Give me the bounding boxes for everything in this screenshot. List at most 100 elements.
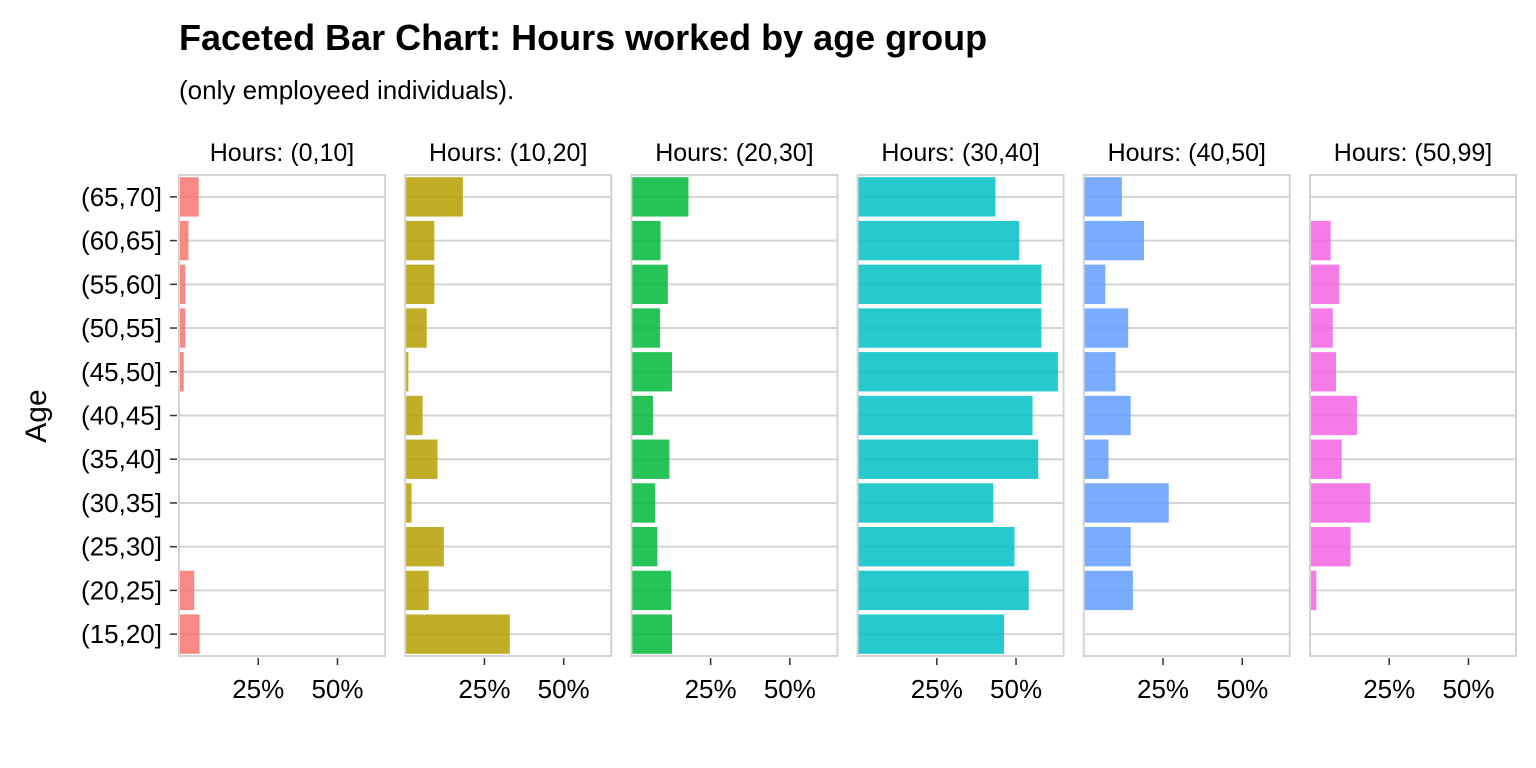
bar xyxy=(1083,264,1106,304)
x-tick-label: 25% xyxy=(1137,674,1189,704)
bar xyxy=(1310,395,1357,436)
x-tick-label: 50% xyxy=(538,674,590,704)
panel-border xyxy=(630,174,839,657)
bar xyxy=(405,352,409,392)
bar xyxy=(1083,308,1129,348)
bar xyxy=(631,439,670,479)
bar xyxy=(405,395,423,436)
bar xyxy=(179,177,199,217)
bar xyxy=(1083,395,1131,436)
y-tick-label: (55,60] xyxy=(81,269,162,299)
bar xyxy=(179,264,186,304)
bar xyxy=(405,308,427,348)
y-tick-label: (50,55] xyxy=(81,313,162,343)
y-tick-label: (35,40] xyxy=(81,444,162,474)
bar xyxy=(1083,483,1169,523)
y-tick-label: (20,25] xyxy=(81,575,162,605)
bar xyxy=(631,614,672,654)
bar xyxy=(631,483,656,523)
bar xyxy=(857,264,1042,304)
x-tick-label: 25% xyxy=(1363,674,1415,704)
facet-strip-label: Hours: (20,30] xyxy=(655,139,813,167)
facet-panel: Hours: (0,10] 25% 50% xyxy=(178,139,386,704)
facet-strip-label: Hours: (10,20] xyxy=(429,139,587,167)
bar xyxy=(631,308,660,348)
panel-border xyxy=(1309,174,1517,657)
bar xyxy=(1310,527,1351,567)
y-axis-label: Age xyxy=(20,389,53,442)
bar xyxy=(405,264,435,304)
bar xyxy=(405,570,429,611)
bar xyxy=(857,352,1058,392)
x-tick-label: 50% xyxy=(311,674,363,704)
bar xyxy=(857,220,1020,261)
bar xyxy=(1310,352,1336,392)
bar xyxy=(857,439,1039,479)
x-tick-label: 50% xyxy=(1216,674,1268,704)
bar xyxy=(631,527,658,567)
bar xyxy=(1083,220,1145,261)
bar xyxy=(631,570,672,611)
facet-strip-label: Hours: (30,40] xyxy=(881,139,1039,167)
y-tick-label: (15,20] xyxy=(81,619,162,649)
y-tick-label: (65,70] xyxy=(81,182,162,212)
bar xyxy=(405,439,438,479)
bar xyxy=(1310,483,1371,523)
facet-panel: Hours: (50,99] 25% 50% xyxy=(1309,139,1517,704)
bar xyxy=(405,614,510,654)
x-tick-label: 50% xyxy=(764,674,816,704)
bar xyxy=(857,483,994,523)
panel-border xyxy=(1082,174,1291,657)
bar xyxy=(857,570,1029,611)
chart-title: Faceted Bar Chart: Hours worked by age g… xyxy=(179,17,987,58)
bar xyxy=(631,395,653,436)
bar xyxy=(1083,527,1131,567)
bar xyxy=(1083,570,1133,611)
y-tick-label: (30,35] xyxy=(81,488,162,518)
x-tick-label: 25% xyxy=(685,674,737,704)
bar xyxy=(405,177,463,217)
x-tick-label: 50% xyxy=(1442,674,1494,704)
facet-panel: Hours: (10,20] 25% 50% xyxy=(404,139,613,704)
chart-subtitle: (only employeed individuals). xyxy=(179,75,514,105)
bar xyxy=(179,308,186,348)
panel-border xyxy=(404,174,613,657)
panel-border xyxy=(856,174,1065,657)
y-tick-label: (60,65] xyxy=(81,226,162,256)
bar xyxy=(1310,439,1342,479)
bar xyxy=(1083,177,1122,217)
bar xyxy=(631,264,668,304)
bar xyxy=(1083,439,1109,479)
facet-strip-label: Hours: (0,10] xyxy=(210,139,355,167)
x-tick-label: 50% xyxy=(990,674,1042,704)
bar xyxy=(1310,570,1317,611)
facet-strip-label: Hours: (50,99] xyxy=(1334,139,1492,167)
bar xyxy=(179,614,200,654)
bar xyxy=(405,220,435,261)
bar xyxy=(857,308,1042,348)
bar xyxy=(179,570,195,611)
facets-group: (15,20] (20,25] (25,30] (30,35] (35,40] (40,4… xyxy=(81,139,1517,704)
panel-border xyxy=(178,174,386,657)
facet-panel: Hours: (40,50] 25% 50% xyxy=(1082,139,1291,704)
bar xyxy=(179,352,184,392)
x-tick-label: 25% xyxy=(458,674,510,704)
x-tick-label: 25% xyxy=(232,674,284,704)
bar xyxy=(857,177,996,217)
facet-panel: Hours: (30,40] 25% 50% xyxy=(856,139,1065,704)
y-tick-label: (40,45] xyxy=(81,401,162,431)
bar xyxy=(179,220,189,261)
bar xyxy=(1083,352,1116,392)
bar xyxy=(857,614,1005,654)
facet-strip-label: Hours: (40,50] xyxy=(1108,139,1266,167)
y-tick-label: (25,30] xyxy=(81,532,162,562)
bar xyxy=(857,395,1033,436)
bar xyxy=(1310,308,1333,348)
bar xyxy=(631,352,672,392)
bar xyxy=(631,220,661,261)
bar xyxy=(405,527,444,567)
bar xyxy=(857,527,1015,567)
bar xyxy=(1310,264,1340,304)
